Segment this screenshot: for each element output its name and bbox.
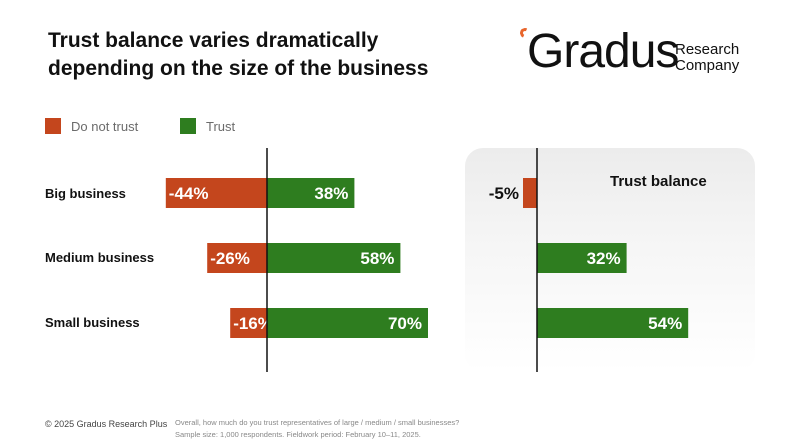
legend-label-trust: Trust xyxy=(206,119,236,134)
trust-balance-title: Trust balance xyxy=(610,173,707,190)
label-distrust-medium: -26% xyxy=(210,249,250,268)
bar-trust-big xyxy=(267,178,355,208)
label-trust-big: 38% xyxy=(314,184,348,203)
label-distrust-small: -16% xyxy=(233,314,273,333)
bar-balance-medium xyxy=(537,243,627,273)
copyright-text: © 2025 Gradus Research Plus xyxy=(45,419,168,429)
legend-swatch-distrust xyxy=(45,118,61,134)
label-balance-medium: 32% xyxy=(587,249,621,268)
bar-balance-small xyxy=(537,308,689,338)
bar-distrust-small xyxy=(230,308,267,338)
bar-trust-medium xyxy=(267,243,401,273)
title-line-1: Trust balance varies dramatically xyxy=(48,29,379,52)
bar-trust-small xyxy=(267,308,428,338)
gradus-logo: Gradus Research Company xyxy=(518,24,780,80)
label-distrust-big: -44% xyxy=(169,184,209,203)
bar-distrust-big xyxy=(165,178,267,208)
legend-item-distrust: Do not trust xyxy=(45,118,138,134)
logo-sub-line-1: Research xyxy=(675,41,740,58)
survey-question: Overall, how much do you trust represent… xyxy=(175,418,460,427)
category-label-big: Big business xyxy=(45,186,126,201)
logo-wordmark: Gradus xyxy=(527,25,679,78)
survey-sample: Sample size: 1,000 respondents. Fieldwor… xyxy=(175,430,421,439)
label-balance-small: 54% xyxy=(648,314,682,333)
logo-subtitle: Research Company xyxy=(675,42,739,74)
label-balance-big: -5% xyxy=(489,184,519,203)
bar-distrust-medium xyxy=(207,243,267,273)
category-label-small: Small business xyxy=(45,315,140,330)
page-title: Trust balance varies dramatically depend… xyxy=(48,27,468,83)
logo-sub-line-2: Company xyxy=(675,57,740,74)
legend-swatch-trust xyxy=(180,118,196,134)
label-trust-medium: 58% xyxy=(360,249,394,268)
category-label-medium: Medium business xyxy=(45,250,155,265)
bar-balance-big xyxy=(523,178,537,208)
legend-item-trust: Trust xyxy=(180,118,235,134)
survey-note: Overall, how much do you trust represent… xyxy=(175,417,459,441)
title-line-2: depending on the size of the business xyxy=(48,57,429,80)
label-trust-small: 70% xyxy=(388,314,422,333)
legend-label-distrust: Do not trust xyxy=(71,119,139,134)
